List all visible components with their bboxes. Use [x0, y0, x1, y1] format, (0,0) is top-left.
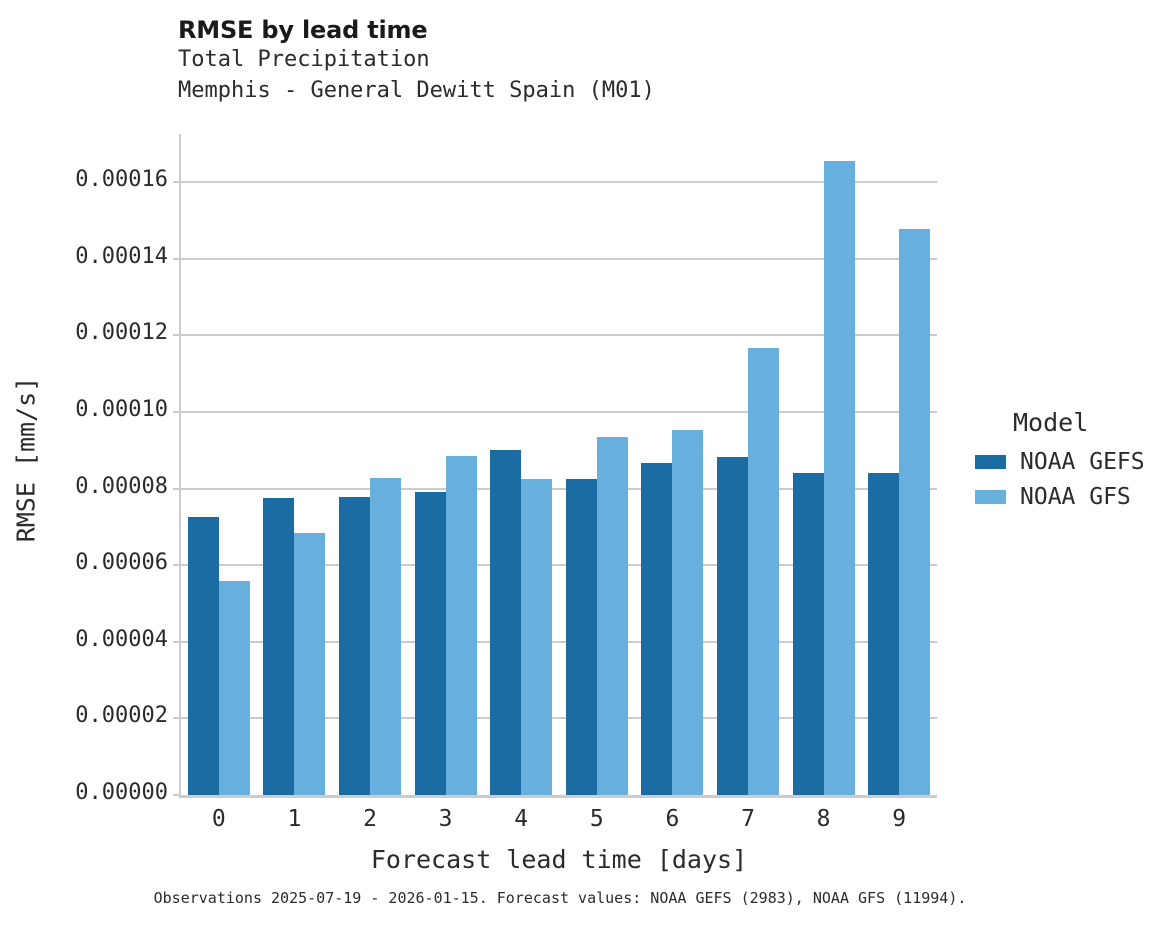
y-gridline [181, 181, 937, 184]
bar-noaa-gfs-day-4 [521, 479, 553, 795]
bar-noaa-gfs-day-3 [445, 456, 477, 795]
x-tick-label: 4 [514, 806, 529, 832]
x-tick-label: 3 [438, 806, 453, 832]
legend-item[interactable]: NOAA GEFS [975, 447, 1175, 477]
bar-noaa-gefs-day-3 [414, 492, 446, 795]
bar-noaa-gfs-day-5 [596, 436, 628, 795]
bar-noaa-gefs-day-4 [490, 449, 522, 795]
bar-noaa-gfs-day-8 [823, 161, 855, 795]
bar-noaa-gefs-day-8 [792, 472, 824, 795]
x-tick-label: 1 [287, 806, 302, 832]
y-tick-label: 0.00004 [75, 626, 168, 652]
y-tick-mark [173, 717, 181, 720]
bar-noaa-gfs-day-6 [672, 430, 704, 795]
title-block: RMSE by lead time Total Precipitation Me… [178, 16, 1038, 106]
bar-noaa-gefs-day-1 [263, 498, 295, 795]
y-tick-mark [173, 181, 181, 184]
y-tick-mark [173, 334, 181, 337]
chart-subtitle-station: Memphis - General Dewitt Spain (M01) [178, 78, 655, 103]
y-tick-label: 0.00014 [75, 243, 168, 269]
x-tick-label: 6 [665, 806, 680, 832]
y-tick-mark [173, 411, 181, 414]
bar-noaa-gefs-day-5 [565, 479, 597, 795]
footer-note: Observations 2025-07-19 - 2026-01-15. Fo… [153, 889, 967, 907]
x-tick-label: 9 [892, 806, 907, 832]
x-axis-spine [179, 795, 937, 798]
bar-noaa-gefs-day-9 [868, 472, 900, 795]
y-gridline [181, 487, 937, 490]
bar-noaa-gfs-day-9 [899, 228, 931, 795]
y-axis-tick-labels: 0.00000 0.00002 0.00004 0.00006 0.00008 0.000… [0, 0, 170, 928]
chart-title: RMSE by lead time [178, 16, 428, 44]
bar-noaa-gefs-day-2 [339, 496, 370, 795]
y-gridline [181, 257, 937, 260]
legend-item-label: NOAA GFS [1020, 484, 1131, 510]
y-tick-label: 0.00008 [75, 473, 168, 499]
y-tick-mark [173, 257, 181, 260]
legend-swatch-icon [975, 455, 1006, 469]
y-tick-label: 0.00002 [75, 703, 168, 729]
legend-title: Model [1013, 408, 1089, 437]
bar-noaa-gfs-day-0 [218, 580, 250, 795]
x-tick-label: 0 [211, 806, 226, 832]
y-axis-spine [179, 134, 181, 795]
x-tick-label: 8 [816, 806, 831, 832]
chart-subtitle-variable: Total Precipitation [178, 47, 430, 72]
legend-item[interactable]: NOAA GFS [975, 482, 1175, 512]
x-tick-label: 7 [741, 806, 755, 832]
legend-swatch-icon [975, 490, 1006, 504]
y-gridline [181, 564, 937, 567]
bar-noaa-gfs-day-7 [748, 348, 779, 795]
legend-item-label: NOAA GEFS [1020, 449, 1145, 475]
y-tick-mark [173, 794, 181, 796]
y-gridline [181, 334, 937, 337]
x-axis-title: Forecast lead time [days] [370, 845, 748, 874]
bar-noaa-gefs-day-6 [641, 463, 673, 795]
y-tick-label: 0.00000 [75, 780, 168, 805]
x-tick-label: 2 [363, 806, 377, 832]
y-gridline [181, 411, 937, 414]
bar-noaa-gefs-day-7 [717, 456, 748, 795]
y-tick-label: 0.00016 [75, 167, 168, 193]
bar-noaa-gfs-day-1 [294, 533, 326, 795]
y-tick-label: 0.00012 [75, 320, 168, 346]
y-tick-mark [173, 564, 181, 567]
y-tick-label: 0.00006 [75, 550, 168, 576]
legend: Model NOAA GEFS NOAA GFS [975, 408, 1175, 517]
bar-noaa-gfs-day-2 [370, 478, 401, 795]
y-tick-label: 0.00010 [75, 397, 168, 423]
y-gridline [181, 640, 937, 643]
y-axis-title: RMSE [mm/s] [11, 376, 41, 543]
x-tick-label: 5 [589, 806, 604, 832]
y-gridline [181, 717, 937, 720]
y-tick-mark [173, 487, 181, 490]
bar-noaa-gefs-day-0 [187, 517, 219, 795]
legend-items: NOAA GEFS NOAA GFS [975, 447, 1175, 512]
plot-area [173, 134, 937, 796]
y-tick-mark [173, 640, 181, 643]
